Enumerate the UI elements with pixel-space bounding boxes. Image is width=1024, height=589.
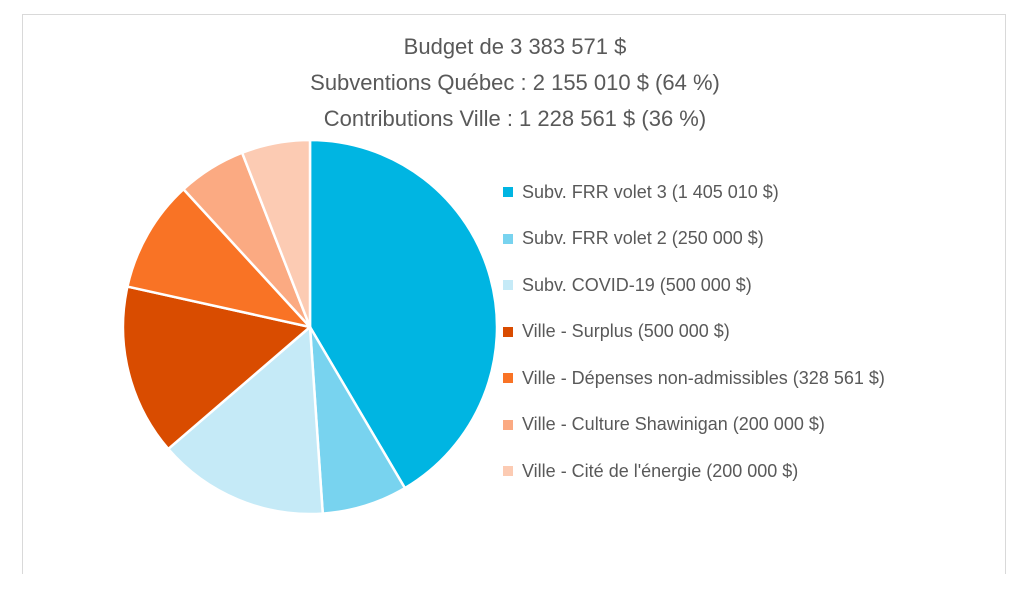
legend-item-4: Ville - Surplus (500 000 $) [503, 309, 1003, 356]
legend-swatch-6 [503, 419, 513, 430]
legend-swatch-3 [503, 280, 513, 291]
legend-item-7: Ville - Cité de l'énergie (200 000 $) [503, 448, 1003, 495]
legend-item-6: Ville - Culture Shawinigan (200 000 $) [503, 402, 1003, 449]
legend-swatch-4 [503, 326, 513, 337]
legend-label-7: Ville - Cité de l'énergie (200 000 $) [522, 460, 799, 481]
legend-label-1: Subv. FRR volet 3 (1 405 010 $) [522, 181, 779, 202]
legend-label-5: Ville - Dépenses non-admissibles (328 56… [522, 367, 885, 388]
legend-item-3: Subv. COVID-19 (500 000 $) [503, 262, 1003, 309]
legend-label-6: Ville - Culture Shawinigan (200 000 $) [522, 414, 825, 435]
legend-label-4: Ville - Surplus (500 000 $) [522, 321, 730, 342]
title-line-subventions: Subventions Québec : 2 155 010 $ (64 %) [310, 70, 720, 95]
chart-title: Budget de 3 383 571 $ Subventions Québec… [23, 29, 1007, 137]
chart-frame: Budget de 3 383 571 $ Subventions Québec… [22, 14, 1006, 574]
legend-item-5: Ville - Dépenses non-admissibles (328 56… [503, 355, 1003, 402]
title-line-budget: Budget de 3 383 571 $ [403, 34, 627, 59]
legend-item-2: Subv. FRR volet 2 (250 000 $) [503, 216, 1003, 263]
pie-slice-4 [121, 285, 312, 451]
legend-swatch-1 [503, 187, 513, 198]
title-line-contributions: Contributions Ville : 1 228 561 $ (36 %) [323, 106, 707, 131]
pie-chart [121, 138, 499, 516]
pie-slice-3 [167, 325, 325, 516]
pie-slice-5 [126, 188, 312, 329]
legend-swatch-5 [503, 373, 513, 384]
legend-label-3: Subv. COVID-19 (500 000 $) [522, 274, 752, 295]
pie-slice-7 [240, 138, 312, 329]
legend-label-2: Subv. FRR volet 2 (250 000 $) [522, 228, 764, 249]
pie-slice-1 [308, 138, 499, 490]
legend-item-1: Subv. FRR volet 3 (1 405 010 $) [503, 169, 1003, 216]
legend-swatch-7 [503, 466, 513, 477]
legend: Subv. FRR volet 3 (1 405 010 $) Subv. FRR… [503, 169, 1003, 495]
legend-swatch-2 [503, 233, 513, 244]
